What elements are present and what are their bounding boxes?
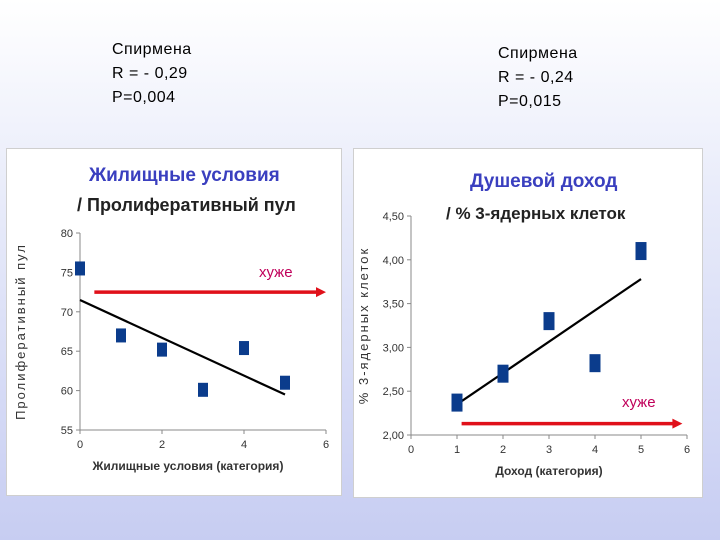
income-subtitle: / % 3-ядерных клеток bbox=[446, 204, 626, 223]
stats-right-method: Спирмена bbox=[498, 45, 578, 62]
income-y-tick-label: 2,00 bbox=[383, 430, 404, 442]
housing-y-axis-label: Пролиферативный пул bbox=[13, 243, 28, 420]
housing-worse-label: хуже bbox=[259, 264, 293, 281]
income-x-tick-label: 3 bbox=[546, 444, 552, 456]
housing-data-point bbox=[198, 382, 208, 397]
income-title: Душевой доход bbox=[470, 171, 617, 192]
chart-housing-svg: Жилищные условия / Пролиферативный пул 55 6… bbox=[13, 165, 329, 473]
housing-x-axis-label: Жилищные условия (категория) bbox=[92, 459, 284, 473]
income-x-tick-label: 2 bbox=[500, 444, 506, 456]
housing-data-point bbox=[75, 261, 85, 276]
income-x-tick-label: 1 bbox=[454, 444, 460, 456]
housing-data-point bbox=[280, 375, 290, 390]
housing-x-tick-label: 4 bbox=[241, 439, 247, 451]
income-x-tick-label: 5 bbox=[638, 444, 644, 456]
housing-y-tick-label: 70 bbox=[61, 307, 73, 319]
housing-data-point bbox=[157, 342, 167, 357]
housing-title: Жилищные условия bbox=[88, 165, 280, 186]
housing-data-point bbox=[116, 328, 126, 343]
stats-right: Спирмена R = - 0,24 P=0,015 bbox=[498, 42, 578, 114]
income-x-tick-label: 0 bbox=[408, 444, 414, 456]
income-y-tick-label: 4,50 bbox=[383, 211, 404, 223]
housing-data-point bbox=[239, 341, 249, 356]
housing-y-tick-label: 80 bbox=[61, 228, 73, 240]
income-worse-arrow-head bbox=[672, 418, 683, 429]
income-trend-line bbox=[456, 278, 642, 406]
chart-panel-income: Душевой доход / % 3-ядерных клеток 2,00 2,5… bbox=[353, 148, 703, 498]
income-x-tick-label: 6 bbox=[684, 444, 690, 456]
stats-right-p: P=0,015 bbox=[498, 93, 562, 110]
housing-x-tick-label: 2 bbox=[159, 439, 165, 451]
income-x-tick-label: 4 bbox=[592, 444, 598, 456]
income-y-axis-label: % 3-ядерных клеток bbox=[356, 247, 371, 404]
income-data-point bbox=[635, 242, 647, 261]
housing-y-tick-label: 60 bbox=[61, 386, 73, 398]
stats-left: Спирмена R = - 0,29 P=0,004 bbox=[112, 38, 192, 110]
income-y-tick-label: 4,00 bbox=[383, 255, 404, 267]
income-x-axis-label: Доход (категория) bbox=[495, 464, 602, 478]
income-data-point bbox=[589, 354, 601, 373]
housing-y-tick-label: 55 bbox=[61, 425, 73, 437]
income-y-tick-label: 2,50 bbox=[383, 386, 404, 398]
housing-x-tick-label: 6 bbox=[323, 439, 329, 451]
income-worse-label: хуже bbox=[622, 394, 656, 411]
income-y-tick-label: 3,00 bbox=[383, 342, 404, 354]
income-data-point bbox=[543, 312, 555, 331]
housing-trend-line bbox=[79, 298, 286, 396]
chart-income-svg: Душевой доход / % 3-ядерных клеток 2,00 2,5… bbox=[356, 171, 690, 478]
income-data-point bbox=[497, 364, 509, 383]
stats-left-p: P=0,004 bbox=[112, 89, 176, 106]
housing-x-tick-label: 0 bbox=[77, 439, 83, 451]
income-y-tick-label: 3,50 bbox=[383, 299, 404, 311]
housing-y-tick-label: 65 bbox=[61, 346, 73, 358]
housing-worse-arrow-head bbox=[316, 287, 326, 298]
housing-subtitle: / Пролиферативный пул bbox=[77, 195, 296, 215]
chart-panel-housing: Жилищные условия / Пролиферативный пул 55 6… bbox=[6, 148, 342, 496]
stats-left-r: R = - 0,29 bbox=[112, 65, 188, 82]
stats-right-r: R = - 0,24 bbox=[498, 69, 574, 86]
stats-left-method: Спирмена bbox=[112, 41, 192, 58]
housing-y-tick-label: 75 bbox=[61, 267, 73, 279]
income-data-point bbox=[451, 393, 463, 412]
